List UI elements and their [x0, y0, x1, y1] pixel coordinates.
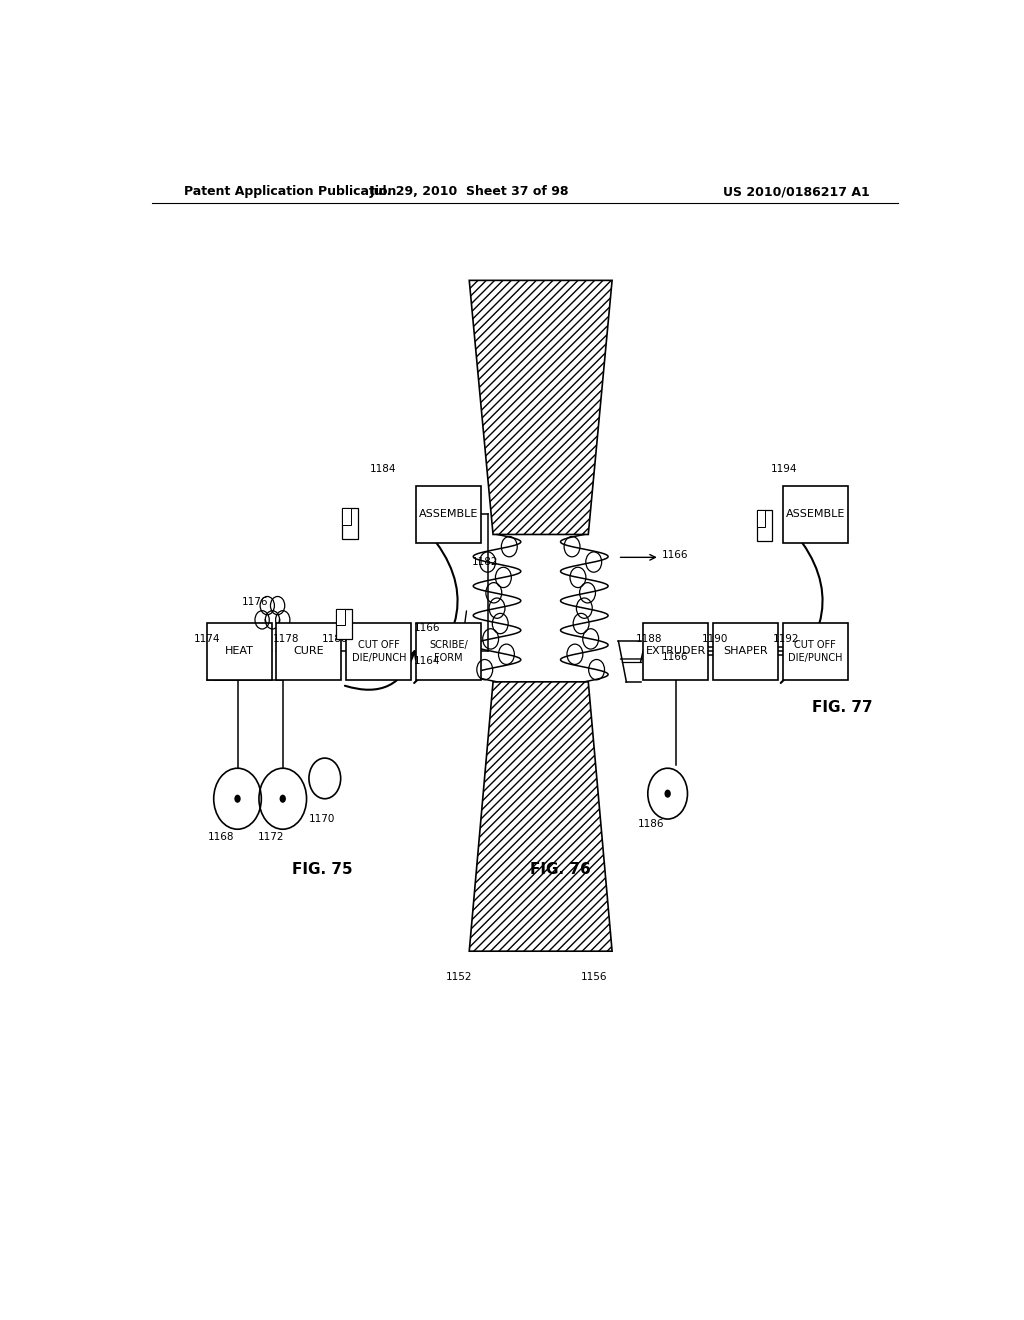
- Text: 1166: 1166: [663, 652, 688, 661]
- Bar: [336, 609, 345, 626]
- Text: ASSEMBLE: ASSEMBLE: [785, 510, 845, 519]
- Polygon shape: [469, 280, 612, 535]
- Text: US 2010/0186217 A1: US 2010/0186217 A1: [723, 185, 870, 198]
- Text: CURE: CURE: [294, 647, 325, 656]
- Text: 1156: 1156: [581, 972, 607, 982]
- FancyBboxPatch shape: [782, 623, 848, 680]
- Bar: [336, 609, 352, 639]
- Text: CUT OFF
DIE/PUNCH: CUT OFF DIE/PUNCH: [788, 640, 843, 663]
- Bar: [342, 508, 351, 525]
- Text: FIG. 76: FIG. 76: [530, 862, 591, 878]
- Text: 1184: 1184: [370, 465, 396, 474]
- FancyBboxPatch shape: [276, 623, 341, 680]
- Text: 1170: 1170: [309, 814, 335, 824]
- Text: 1178: 1178: [273, 634, 300, 644]
- Circle shape: [234, 795, 241, 803]
- Bar: [342, 508, 358, 539]
- FancyBboxPatch shape: [346, 623, 412, 680]
- Text: FIG. 75: FIG. 75: [292, 862, 352, 878]
- Circle shape: [280, 795, 286, 803]
- Text: 1174: 1174: [194, 634, 220, 644]
- Text: 1166: 1166: [663, 550, 688, 560]
- Text: SHAPER: SHAPER: [723, 647, 768, 656]
- FancyBboxPatch shape: [782, 486, 848, 543]
- FancyBboxPatch shape: [713, 623, 778, 680]
- Text: 1182: 1182: [472, 557, 498, 566]
- Text: HEAT: HEAT: [224, 647, 254, 656]
- Bar: [757, 510, 772, 541]
- Text: 1168: 1168: [207, 833, 233, 842]
- FancyBboxPatch shape: [207, 623, 271, 680]
- Polygon shape: [469, 682, 612, 952]
- Text: 1190: 1190: [701, 634, 728, 644]
- Text: CUT OFF
DIE/PUNCH: CUT OFF DIE/PUNCH: [351, 640, 407, 663]
- Text: FIG. 77: FIG. 77: [812, 700, 872, 714]
- Text: 1164: 1164: [414, 656, 440, 667]
- Text: 1166: 1166: [414, 623, 440, 634]
- Text: 1180: 1180: [322, 634, 348, 644]
- Text: EXTRUDER: EXTRUDER: [645, 647, 706, 656]
- Text: 1186: 1186: [638, 820, 664, 829]
- Text: Jul. 29, 2010  Sheet 37 of 98: Jul. 29, 2010 Sheet 37 of 98: [370, 185, 569, 198]
- FancyBboxPatch shape: [416, 486, 481, 543]
- Text: SCRIBE/
FORM: SCRIBE/ FORM: [429, 640, 468, 663]
- Text: 1194: 1194: [771, 465, 798, 474]
- Text: 1176: 1176: [242, 597, 268, 607]
- FancyBboxPatch shape: [643, 623, 709, 680]
- Bar: [757, 510, 765, 527]
- Text: ASSEMBLE: ASSEMBLE: [419, 510, 478, 519]
- Text: 1192: 1192: [772, 634, 799, 644]
- Circle shape: [665, 789, 671, 797]
- FancyBboxPatch shape: [416, 623, 481, 680]
- Text: 1172: 1172: [257, 833, 284, 842]
- Text: 1188: 1188: [636, 634, 663, 644]
- Text: 1152: 1152: [445, 972, 472, 982]
- Text: Patent Application Publication: Patent Application Publication: [183, 185, 396, 198]
